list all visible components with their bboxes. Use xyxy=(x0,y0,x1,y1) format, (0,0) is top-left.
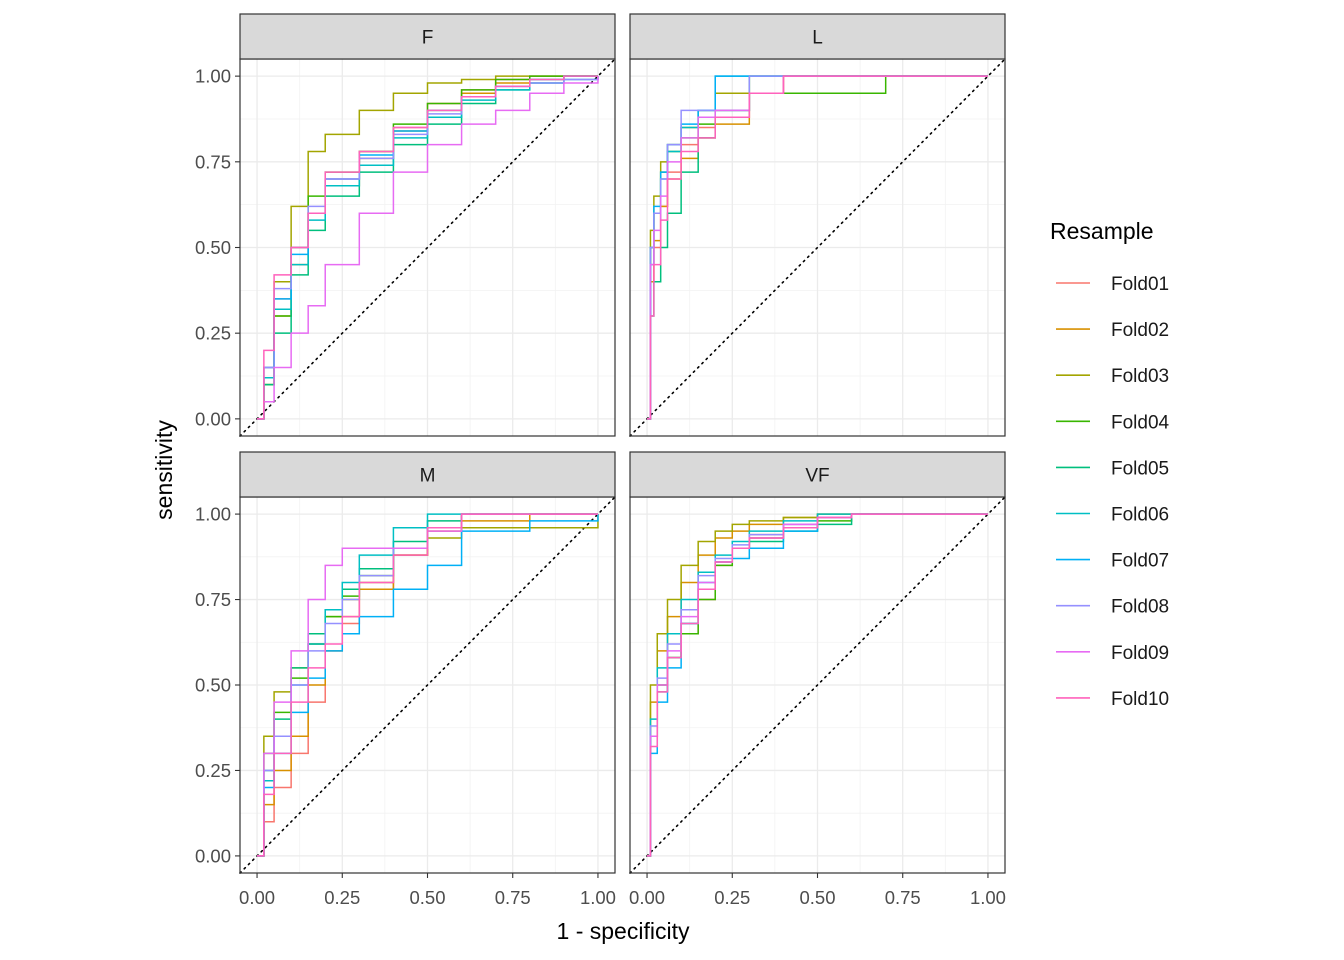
x-tick-label: 1.00 xyxy=(970,887,1006,908)
legend-label: Fold02 xyxy=(1111,320,1169,341)
y-tick-label: 1.00 xyxy=(195,66,231,87)
x-tick-label: 0.50 xyxy=(799,887,835,908)
legend-label: Fold06 xyxy=(1111,505,1169,526)
reference-diagonal xyxy=(629,496,1006,874)
roc-curve-fold10 xyxy=(257,513,598,857)
y-tick-label: 0.75 xyxy=(195,151,231,172)
roc-curve-fold10 xyxy=(257,75,598,420)
x-tick-label: 0.75 xyxy=(885,887,921,908)
legend-label: Fold10 xyxy=(1111,689,1169,710)
x-tick-label: 0.25 xyxy=(714,887,750,908)
x-tick-label: 0.00 xyxy=(239,887,275,908)
legend-label: Fold01 xyxy=(1111,274,1169,295)
y-tick-label: 0.25 xyxy=(195,760,231,781)
y-tick-label: 0.00 xyxy=(195,845,231,866)
legend-item-fold05: Fold05 xyxy=(1056,458,1169,479)
x-tick-label: 0.75 xyxy=(495,887,531,908)
facet-strip-label: F xyxy=(422,28,434,49)
x-tick-label: 1.00 xyxy=(580,887,616,908)
roc-curve-fold10 xyxy=(647,75,988,420)
facet-panels: F 0.00 0.25 0.50 0.75 1.00 L M 0.00 0.25 0.50 0.75 1… xyxy=(195,13,1006,908)
legend-items: Fold01 Fold02 Fold03 Fold04 Fold05 Fold06 Fold… xyxy=(1056,274,1170,710)
facet-strip-label: M xyxy=(420,466,436,487)
y-tick-label: 0.50 xyxy=(195,237,231,258)
facet-panel-m: M 0.00 0.25 0.50 0.75 1.00 0.00 0.25 0.50 0.75 1.0… xyxy=(195,451,616,908)
legend-item-fold10: Fold10 xyxy=(1056,689,1169,710)
roc-curve-fold10 xyxy=(647,513,988,857)
facet-strip xyxy=(629,451,1006,498)
legend-label: Fold08 xyxy=(1111,597,1169,618)
legend-title: Resample xyxy=(1050,218,1154,244)
legend: Resample Fold01Fold02Fold03Fold04Fold05F… xyxy=(1050,218,1170,710)
facet-panel-f: F 0.00 0.25 0.50 0.75 1.00 xyxy=(195,13,616,437)
legend-label: Fold09 xyxy=(1111,643,1169,664)
roc-curve-fold09 xyxy=(257,76,599,420)
legend-label: Fold04 xyxy=(1111,412,1170,433)
facet-panel-vf: VF 0.00 0.25 0.50 0.75 1.00 xyxy=(629,451,1006,908)
legend-label: Fold05 xyxy=(1111,458,1169,479)
x-tick-label: 0.25 xyxy=(324,887,360,908)
x-tick-label: 0.50 xyxy=(409,887,445,908)
facet-strip-label: L xyxy=(812,28,823,49)
reference-diagonal xyxy=(239,496,616,874)
y-axis-title: sensitivity xyxy=(151,420,177,520)
legend-label: Fold07 xyxy=(1111,551,1169,572)
facet-strip xyxy=(239,451,616,498)
x-tick-label: 0.00 xyxy=(629,887,665,908)
legend-item-fold01: Fold01 xyxy=(1056,274,1169,295)
legend-item-fold04: Fold04 xyxy=(1056,412,1170,433)
facet-strip-label: VF xyxy=(805,466,829,487)
reference-diagonal xyxy=(629,58,1006,437)
legend-item-fold02: Fold02 xyxy=(1056,320,1169,341)
roc-curve-fold09 xyxy=(257,513,598,857)
reference-diagonal xyxy=(239,58,616,437)
legend-label: Fold03 xyxy=(1111,366,1169,387)
y-tick-label: 0.75 xyxy=(195,589,231,610)
facet-strip xyxy=(239,13,616,60)
x-axis-title: 1 - specificity xyxy=(557,918,690,944)
y-tick-label: 0.00 xyxy=(195,408,231,429)
legend-item-fold07: Fold07 xyxy=(1056,551,1169,572)
facet-strip xyxy=(629,13,1006,60)
legend-item-fold08: Fold08 xyxy=(1056,597,1169,618)
legend-item-fold09: Fold09 xyxy=(1056,643,1169,664)
facet-panel-l: L xyxy=(629,13,1006,437)
y-tick-label: 0.25 xyxy=(195,323,231,344)
y-tick-label: 1.00 xyxy=(195,504,231,525)
y-tick-label: 0.50 xyxy=(195,675,231,696)
legend-item-fold03: Fold03 xyxy=(1056,366,1169,387)
legend-item-fold06: Fold06 xyxy=(1056,505,1169,526)
